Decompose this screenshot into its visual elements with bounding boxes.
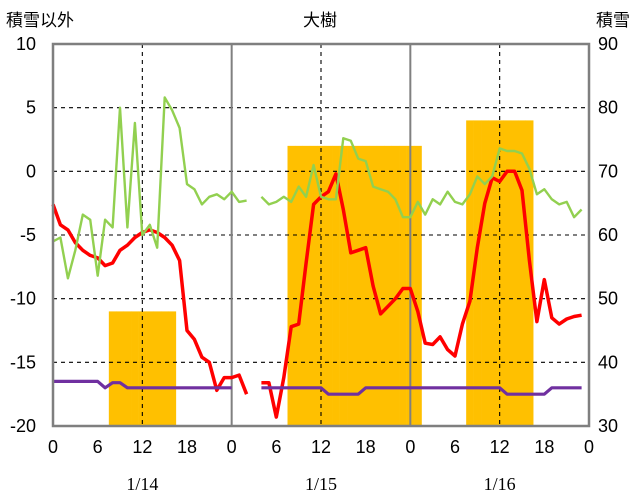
right-tick-labels: 90 80 70 60 50 40 30 (598, 34, 618, 436)
x-tick-label: 0 (584, 437, 594, 457)
right-axis-label: 積雪 (596, 11, 630, 31)
plot-frame (51, 42, 591, 428)
left-tick-label: -20 (10, 416, 36, 436)
snow-depth-bar (116, 311, 125, 426)
x-tick-label: 6 (93, 437, 103, 457)
snow-depth-bar (168, 311, 177, 426)
right-tick-label: 80 (598, 98, 618, 118)
left-tick-label: -5 (20, 225, 36, 245)
snow-depth-bar (302, 145, 311, 426)
x-tick-label: 12 (490, 437, 510, 457)
green-series-line (52, 96, 247, 280)
x-tick-label: 0 (48, 437, 58, 457)
snow-depth-bar (510, 120, 519, 427)
snow-depth-bar (466, 120, 474, 427)
date-label: 1/15 (305, 474, 337, 494)
right-tick-label: 50 (598, 289, 618, 309)
snow-depth-bar (391, 145, 400, 426)
snow-depth-bar (488, 120, 497, 427)
right-tick-label: 30 (598, 416, 618, 436)
snow-depth-bar (160, 311, 169, 426)
snow-depth-bar (347, 145, 355, 426)
snow-depth-bar (376, 145, 385, 426)
snow-depth-bar (495, 120, 504, 427)
x-tick-label: 0 (227, 437, 237, 457)
left-axis-label: 積雪以外 (6, 11, 74, 31)
snow-depth-bar (153, 311, 162, 426)
series-lines (51, 96, 583, 419)
x-tick-label: 12 (311, 437, 331, 457)
snow-depth-bar (354, 145, 363, 426)
snow-depth-bar (473, 120, 482, 427)
snow-depth-bar (384, 145, 393, 426)
left-tick-label: 0 (26, 161, 36, 181)
purple-series-line (261, 386, 582, 396)
left-tick-labels: 10 5 0 -5 -10 -15 -20 (10, 34, 36, 436)
snow-depth-bar (131, 311, 139, 426)
snow-depth-bar (361, 145, 370, 426)
snow-depth-bar (414, 145, 422, 426)
snow-depth-bar (332, 145, 340, 426)
left-tick-label: -10 (10, 289, 36, 309)
snow-depth-bar (309, 145, 318, 426)
date-label: 1/14 (126, 474, 158, 494)
x-tick-label: 18 (356, 437, 376, 457)
snow-depth-bar (324, 145, 333, 426)
snow-depth-bar (503, 120, 512, 427)
red-series-line (51, 203, 249, 395)
snow-depth-bar (481, 120, 489, 427)
left-tick-label: 10 (16, 34, 36, 54)
red-series-line (261, 169, 582, 419)
purple-series-line (53, 379, 232, 390)
x-tick-label: 12 (132, 437, 152, 457)
x-tick-labels: 0 6 12 18 0 6 12 18 0 6 12 18 0 (48, 437, 594, 457)
x-tick-label: 0 (405, 437, 415, 457)
snow-depth-bar (339, 145, 348, 426)
snow-depth-bar (123, 311, 132, 426)
x-tick-label: 6 (450, 437, 460, 457)
snow-depth-bar (146, 311, 154, 426)
right-tick-label: 40 (598, 352, 618, 372)
snow-depth-bar (138, 311, 147, 426)
snow-depth-bar (399, 145, 407, 426)
snow-depth-bar (108, 311, 117, 426)
snow-depth-bar (287, 145, 296, 426)
right-tick-label: 90 (598, 34, 618, 54)
x-tick-label: 6 (271, 437, 281, 457)
left-tick-label: -15 (10, 352, 36, 372)
right-tick-label: 60 (598, 225, 618, 245)
left-tick-label: 5 (26, 98, 36, 118)
x-tick-label: 18 (534, 437, 554, 457)
snow-depth-bar (518, 120, 527, 427)
date-label: 1/16 (484, 474, 516, 494)
chart-title: 大樹 (303, 11, 337, 31)
date-labels: 1/14 1/15 1/16 (126, 474, 515, 494)
green-series-line (260, 136, 583, 219)
right-tick-label: 70 (598, 161, 618, 181)
x-tick-label: 18 (177, 437, 197, 457)
snow-depth-bar (294, 145, 303, 426)
